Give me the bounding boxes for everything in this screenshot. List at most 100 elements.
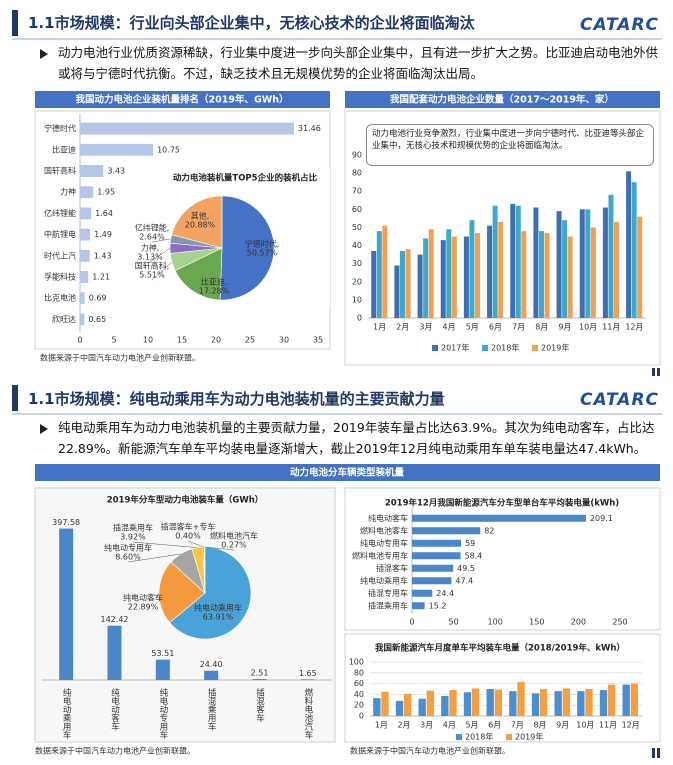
bar [426,690,435,716]
y-tick-label: 欣旺达 [52,314,76,324]
bar [376,231,382,318]
x-tick-label: 250 [612,618,627,627]
y-tick-label: 80 [354,668,364,677]
title-band [35,464,660,481]
bar [80,165,104,177]
value-label: 397.58 [52,518,80,527]
bar [394,265,400,318]
x-tick-label: 纯电动乘用车 [61,687,71,740]
bar [492,205,498,318]
bar [626,171,632,318]
bar [451,236,457,318]
header: 1.1市场规模：纯电动乘用车为动力电池装机量的主要贡献力量 [28,390,445,408]
y-tick-label: 亿纬锂能 [44,208,76,218]
bar [463,692,472,716]
bar [567,236,573,318]
logo: CATARC [580,15,659,35]
legend-swatch [456,734,462,740]
bar [631,182,637,318]
x-tick-label: 10月 [576,721,594,730]
logo: CATARC [580,390,659,410]
y-tick-label: 纯电动客车 [368,513,408,523]
bar [405,249,411,318]
x-tick-label: 纯电动专用车 [158,687,168,740]
header: 1.1市场规模：行业向头部企业集中，无核心技术的企业将面临淘汰 [28,14,475,32]
x-tick-label: 30 [279,336,289,345]
bar [412,539,462,547]
bar [590,227,596,318]
x-tick-label: 3月 [419,323,432,332]
bar [469,220,475,318]
x-tick-label: 5月 [465,721,478,730]
bar [80,186,94,199]
leader-line [149,248,171,263]
bar [300,679,315,680]
x-tick-label: 200 [571,618,586,627]
slice-label: 比亚迪, [201,277,228,287]
value-label: 31.46 [298,124,321,133]
slice-label: 亿纬锂能, [135,223,170,233]
x-tick-label: 7月 [511,721,524,730]
y-tick-label: 40 [352,241,362,250]
pie-slice [158,561,206,623]
x-tick-label: 2月 [397,721,410,730]
slice-value: 8.60% [115,553,141,562]
value-label: 142.42 [101,615,129,624]
bar [577,691,585,716]
y-tick-label: 0 [357,314,362,323]
value-label: 1.95 [97,188,115,197]
chart-title: 我国配套动力电池企业数量（2017～2019年、家） [390,94,614,106]
bar [585,209,591,318]
bar [486,689,494,716]
leader-line [204,546,235,551]
x-tick-label: 7月 [512,323,525,332]
chart-title: 我国新能源汽车月度单车平均装车电量（2018/2019年、kWh） [375,643,625,654]
value-label: 1.64 [95,209,113,218]
x-tick-label: 12月 [622,721,640,730]
x-tick-label: 50 [449,618,459,627]
bar [423,238,429,318]
value-label: 3.43 [107,167,125,176]
bar [494,689,503,716]
bar [412,527,481,535]
bar [404,693,412,716]
slice-label: 宁德时代, [245,239,280,249]
bar [371,250,377,318]
x-tick-label: 1月 [375,721,388,730]
title-band [35,91,330,108]
header-accent [12,10,18,36]
bar [554,691,562,716]
chart-title: 动力电池装机量TOP5企业的装机占比 [173,173,318,184]
legend-swatch [506,734,512,740]
x-tick-label: 6月 [488,721,501,730]
slice-label: 纯电动客车 [123,593,163,603]
bar [510,203,516,318]
y-tick-label: 0 [359,712,364,721]
bar [80,292,85,305]
legend-swatch [482,345,488,351]
bar [80,143,154,156]
slice-label: 其他, [191,211,210,221]
legend-swatch [432,345,438,351]
source-note: 数据来源于中国汽车动力电池产业创新联盟。 [350,746,510,756]
bar [59,528,74,680]
y-tick-label: 中航锂电 [44,229,76,239]
y-tick-label: 60 [354,679,364,688]
bar [538,231,544,318]
x-tick-label: 5月 [466,323,479,332]
bar [412,514,586,522]
bar [428,229,434,318]
x-tick-label: 9月 [556,721,569,730]
bar [585,689,593,716]
bar [622,684,630,716]
y-tick-label: 孚能科技 [44,272,76,282]
title-band [345,91,660,108]
y-tick-label: 30 [352,259,362,268]
x-tick-label: 4月 [443,323,456,332]
value-label: 53.51 [151,649,174,658]
y-tick-label: 10 [352,295,362,304]
slice-label: 纯电动乘用车 [194,603,242,613]
y-tick-label: 燃料电池客车 [360,525,408,535]
bar [417,254,423,318]
y-tick-label: 力神 [60,187,76,197]
